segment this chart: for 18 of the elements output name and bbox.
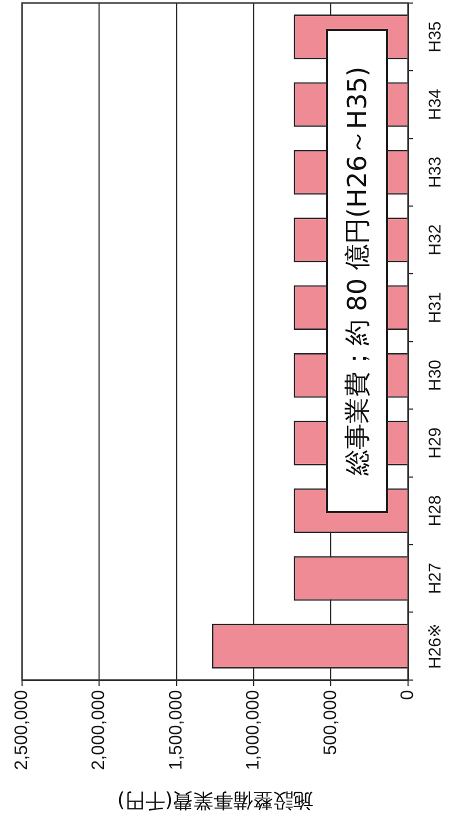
x-tick-label: 2,500,000 — [10, 690, 31, 770]
y-tick-label: H31 — [426, 292, 445, 324]
annotation: 総事業費；約 80 億円(H26～H35) — [342, 65, 374, 478]
x-tick-label: 2,000,000 — [88, 690, 108, 770]
x-tick-label: 1,500,000 — [165, 690, 186, 770]
x-tick-label: 1,000,000 — [242, 690, 263, 770]
x-tick-label: 0 — [396, 690, 417, 700]
x-tick-label: 500,000 — [320, 690, 340, 756]
y-tick-label: H30 — [426, 360, 445, 391]
y-tick-label: H35 — [426, 21, 445, 52]
y-tick-label: H26※ — [426, 623, 445, 669]
y-tick-label: H34 — [426, 88, 445, 120]
y-tick-label: H27 — [426, 562, 445, 594]
y-tick-label: H28 — [426, 495, 445, 526]
y-tick-label: H32 — [426, 224, 445, 256]
y-tick-label: H29 — [426, 427, 445, 459]
x-axis-title: 施設整備事業費(千円) — [117, 789, 313, 813]
y-tick-label: H33 — [426, 156, 445, 188]
